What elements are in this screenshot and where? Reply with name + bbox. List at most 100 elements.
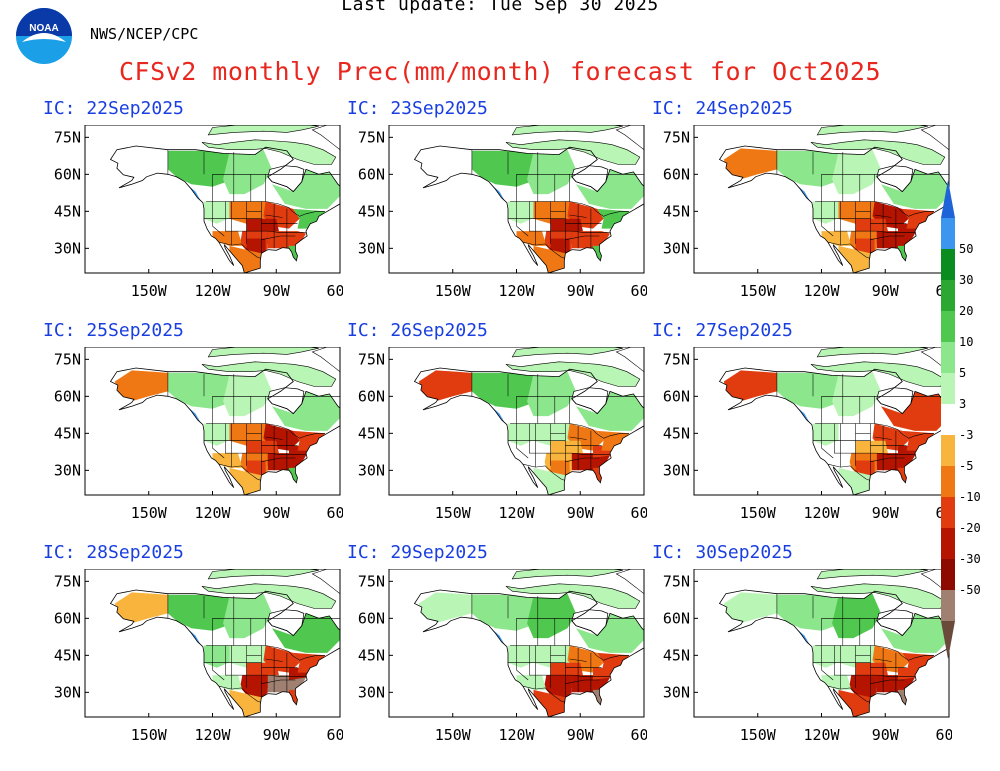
anomaly-region-northeast [293, 652, 326, 673]
lon-tick-label: 120W [194, 282, 231, 300]
anomaly-region-mexico [229, 467, 262, 495]
legend-label: 5 [959, 366, 966, 380]
anomaly-region-nw [813, 645, 843, 668]
anomaly-region-canWest [167, 150, 234, 187]
anomaly-region-canEast [576, 169, 644, 209]
political-boundary [834, 645, 915, 677]
arctic-island [207, 569, 319, 580]
lat-tick-label: 45N [663, 646, 690, 664]
legend-label: -3 [959, 428, 973, 442]
lat-tick-label: 30N [358, 683, 385, 701]
arctic-island [816, 569, 928, 580]
political-boundary [225, 201, 306, 233]
anomaly-region-canCentral [527, 149, 576, 195]
arctic-island [810, 139, 946, 165]
lon-tick-label: 90W [872, 726, 900, 744]
political-boundary [265, 436, 283, 440]
political-boundary [516, 201, 529, 237]
lon-tick-label: 60W [326, 504, 343, 522]
legend-label: -5 [959, 459, 973, 473]
anomaly-region-canCentral [527, 593, 576, 639]
anomaly-region-nplains [229, 645, 268, 668]
anomaly-region-canCentral [832, 149, 881, 195]
precip-anomaly-map: 75N 60N 45N 30N 150W 120W 90W 60W [54, 125, 343, 300]
anomaly-region-canWest [776, 372, 843, 409]
political-boundary [225, 645, 306, 677]
legend-label: 10 [959, 335, 973, 349]
anomaly-region-canCentral [223, 593, 272, 639]
legend-label: -20 [959, 521, 981, 535]
forecast-panel: IC: 25Sep2025 75N 60N 45N 30N 150W 120W 90W 60W [43, 320, 343, 549]
anomaly-region-alaska [723, 148, 777, 180]
lon-tick-label: 90W [567, 726, 595, 744]
political-boundary [218, 685, 261, 703]
anomaly-region-canEast [272, 391, 340, 431]
political-boundary [569, 436, 587, 440]
legend-swatch [941, 373, 955, 404]
lon-tick-label: 150W [131, 726, 168, 744]
lon-tick-label: 60W [630, 282, 647, 300]
political-boundary [206, 423, 326, 439]
legend-arrow-top [941, 180, 955, 218]
initial-condition-label: IC: 27Sep2025 [652, 320, 793, 341]
lon-tick-label: 90W [263, 504, 291, 522]
lat-tick-label: 75N [358, 572, 385, 590]
political-boundary [212, 645, 225, 681]
political-boundary [529, 201, 610, 233]
anomaly-region-canWest [167, 372, 234, 409]
legend-label: -30 [959, 552, 981, 566]
arctic-island [201, 361, 337, 387]
lat-tick-label: 60N [358, 609, 385, 627]
lat-tick-label: 60N [663, 165, 690, 183]
lat-tick-label: 30N [663, 239, 690, 257]
precip-anomaly-map: 75N 60N 45N 30N 150W 120W 90W 60W [358, 569, 647, 744]
political-boundary [834, 201, 915, 233]
lon-tick-label: 60W [326, 282, 343, 300]
lon-tick-label: 120W [803, 504, 840, 522]
political-boundary [212, 423, 225, 459]
political-boundary [821, 201, 834, 237]
page-title: CFSv2 monthly Prec(mm/month) forecast fo… [118, 57, 881, 86]
lon-tick-label: 90W [872, 282, 900, 300]
lon-tick-label: 60W [630, 504, 647, 522]
coastline [109, 145, 340, 273]
legend-swatch [941, 559, 955, 590]
lat-tick-label: 75N [358, 350, 385, 368]
political-boundary [569, 214, 587, 218]
lat-tick-label: 75N [663, 128, 690, 146]
anomaly-region-nplains [838, 201, 877, 224]
legend-swatch [941, 280, 955, 311]
lat-tick-label: 60N [54, 609, 81, 627]
political-boundary [569, 658, 587, 662]
anomaly-region-nplains [229, 201, 268, 224]
political-boundary [821, 645, 834, 681]
initial-condition-label: IC: 28Sep2025 [43, 542, 184, 563]
greenland [615, 569, 644, 595]
anomaly-region-nw [508, 423, 538, 446]
lat-tick-label: 60N [54, 387, 81, 405]
anomaly-region-canEast [881, 613, 949, 653]
arctic-island [505, 139, 641, 165]
political-boundary [261, 457, 296, 462]
anomaly-region-canEast [881, 169, 949, 209]
legend-swatch [941, 528, 955, 559]
forecast-panel: IC: 24Sep202575N60N45N30N150W120W90W60W [652, 98, 952, 327]
initial-condition-label: IC: 23Sep2025 [347, 98, 488, 119]
arctic-island [816, 347, 928, 358]
lon-tick-label: 120W [803, 726, 840, 744]
anomaly-region-northeast [293, 208, 326, 229]
greenland [615, 347, 644, 373]
coastline [109, 367, 340, 495]
forecast-panel: IC: 26Sep2025 75N 60N 45N 30N 150W 120W 90W 60W [347, 320, 647, 549]
anomaly-region-northeast [902, 208, 935, 229]
political-boundary [565, 235, 600, 240]
legend-label: 30 [959, 273, 973, 287]
arctic-island [201, 139, 337, 165]
arctic-island [207, 125, 319, 136]
anomaly-region-canWest [776, 594, 843, 631]
lat-tick-label: 75N [663, 350, 690, 368]
anomaly-region-alaska [723, 592, 777, 624]
lat-tick-label: 45N [54, 424, 81, 442]
political-boundary [225, 423, 306, 455]
arctic-island [505, 583, 641, 609]
